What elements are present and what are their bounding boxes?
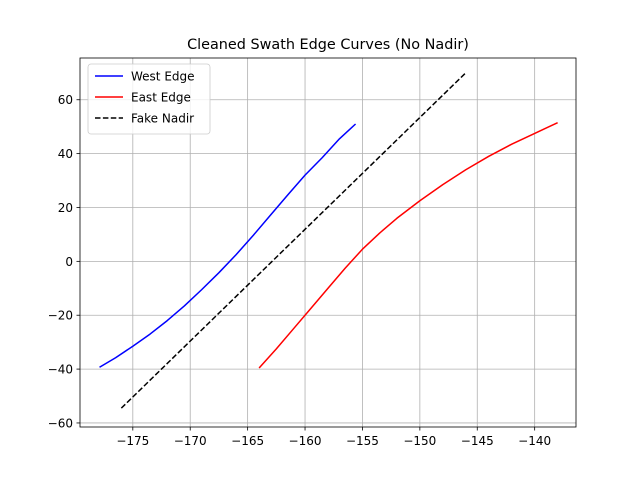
x-tick-label: −165 <box>231 434 264 448</box>
plot-frame <box>79 57 577 428</box>
x-tick-label: −145 <box>461 434 494 448</box>
legend: West Edge East Edge Fake Nadir <box>87 63 211 135</box>
legend-label: East Edge <box>131 91 191 105</box>
series-line-east-edge <box>258 121 558 369</box>
y-tick-label: 60 <box>58 93 73 107</box>
y-tick-label: −60 <box>48 416 73 430</box>
y-tick-label: −20 <box>48 309 73 323</box>
series-line-fake-nadir <box>120 72 467 409</box>
legend-box <box>87 63 211 135</box>
chart-title: Cleaned Swath Edge Curves (No Nadir) <box>187 37 469 53</box>
x-tick-label: −140 <box>518 434 551 448</box>
y-tick-label: 40 <box>58 147 73 161</box>
x-tick-label: −150 <box>403 434 436 448</box>
legend-label: Fake Nadir <box>131 112 194 126</box>
y-tick-label: 0 <box>65 255 73 269</box>
x-tick-label: −155 <box>346 434 379 448</box>
y-tick-label: 20 <box>58 201 73 215</box>
data-series <box>99 72 558 409</box>
legend-label: West Edge <box>131 70 195 84</box>
series-line-west-edge <box>99 123 357 368</box>
x-tick-label: −170 <box>174 434 207 448</box>
axis-ticks: −175 −170 −165 −160 −155 −150 −145 −140 −60 −40 −2… <box>48 93 551 448</box>
x-tick-label: −175 <box>116 434 149 448</box>
x-tick-label: −160 <box>289 434 322 448</box>
y-tick-label: −40 <box>48 363 73 377</box>
